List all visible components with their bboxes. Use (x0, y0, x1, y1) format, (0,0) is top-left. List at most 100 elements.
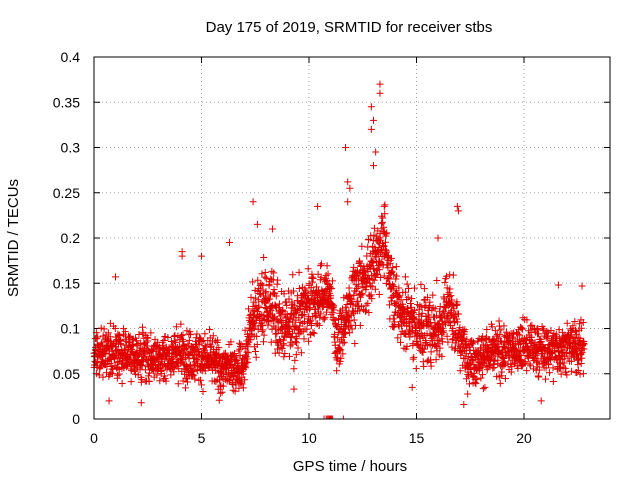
data-point (182, 384, 190, 392)
data-point (469, 338, 477, 346)
data-point (317, 310, 325, 318)
data-point (443, 272, 451, 280)
data-point (420, 322, 428, 330)
data-point (481, 383, 489, 391)
data-point (346, 329, 354, 337)
chart-title: Day 175 of 2019, SRMTID for receiver stb… (206, 19, 493, 36)
data-point (102, 349, 110, 357)
data-point (138, 323, 146, 331)
data-point (241, 376, 249, 384)
data-point (225, 239, 233, 247)
data-point (477, 374, 485, 382)
data-point (219, 382, 227, 390)
data-point (526, 360, 534, 368)
data-point (479, 350, 487, 358)
data-point (518, 325, 526, 333)
data-point (116, 331, 124, 339)
data-point (463, 335, 471, 343)
data-point (305, 280, 313, 288)
data-point (270, 269, 278, 277)
data-point (423, 321, 431, 329)
data-point (382, 230, 390, 238)
data-point (196, 362, 204, 370)
data-point (133, 341, 141, 349)
data-point (137, 399, 145, 407)
data-point (138, 376, 146, 384)
data-point (578, 282, 586, 290)
data-point (262, 274, 270, 282)
data-point (516, 331, 524, 339)
data-point (127, 378, 135, 386)
data-point (97, 324, 105, 332)
data-point (408, 295, 416, 303)
data-point (557, 370, 565, 378)
data-point (315, 321, 323, 329)
data-point (367, 282, 375, 290)
data-point (184, 342, 192, 350)
data-point (339, 415, 347, 420)
data-point (272, 292, 280, 300)
data-point (345, 284, 353, 292)
data-point (576, 320, 584, 328)
data-point (339, 350, 347, 358)
data-point (337, 346, 345, 354)
data-point (443, 332, 451, 340)
data-point (306, 318, 314, 326)
data-point (453, 300, 461, 308)
data-point (177, 359, 185, 367)
data-point (108, 370, 116, 378)
data-point (449, 314, 457, 322)
data-point (178, 252, 186, 260)
data-point (270, 314, 278, 322)
data-point (472, 380, 480, 388)
data-point (410, 353, 418, 361)
data-point (446, 285, 454, 293)
data-point (206, 326, 214, 334)
data-point (427, 348, 435, 356)
data-point (260, 331, 268, 339)
data-point (311, 313, 319, 321)
data-point (365, 235, 373, 243)
data-point (367, 103, 375, 111)
data-point (470, 369, 478, 377)
data-point (255, 302, 263, 310)
data-point (498, 368, 506, 376)
data-point (488, 323, 496, 331)
data-point (549, 378, 557, 386)
data-point (567, 357, 575, 365)
data-point (141, 350, 149, 358)
data-point (494, 356, 502, 364)
data-point (146, 369, 154, 377)
data-point (542, 333, 550, 341)
data-point (501, 374, 509, 382)
data-point (282, 314, 290, 322)
data-point (380, 202, 388, 210)
data-point (579, 319, 587, 327)
data-point (201, 367, 209, 375)
data-point (252, 353, 260, 361)
data-point (268, 267, 276, 275)
x-tick-label: 0 (90, 430, 98, 446)
data-point (242, 359, 250, 367)
data-point (253, 220, 261, 228)
data-point (363, 252, 371, 260)
data-point (275, 349, 283, 357)
data-point (238, 380, 246, 388)
grid (94, 57, 610, 419)
data-point (251, 348, 259, 356)
data-point (111, 325, 119, 333)
data-point (260, 338, 268, 346)
data-point (526, 362, 534, 370)
data-point (491, 327, 499, 335)
data-point (417, 281, 425, 289)
data-point (100, 325, 108, 333)
data-point (404, 293, 412, 301)
data-point (454, 310, 462, 318)
data-point (407, 303, 415, 311)
data-point (105, 397, 113, 405)
data-point (577, 359, 585, 367)
data-point (320, 315, 328, 323)
data-point (370, 162, 377, 170)
data-point (420, 345, 428, 353)
data-point (545, 355, 553, 363)
